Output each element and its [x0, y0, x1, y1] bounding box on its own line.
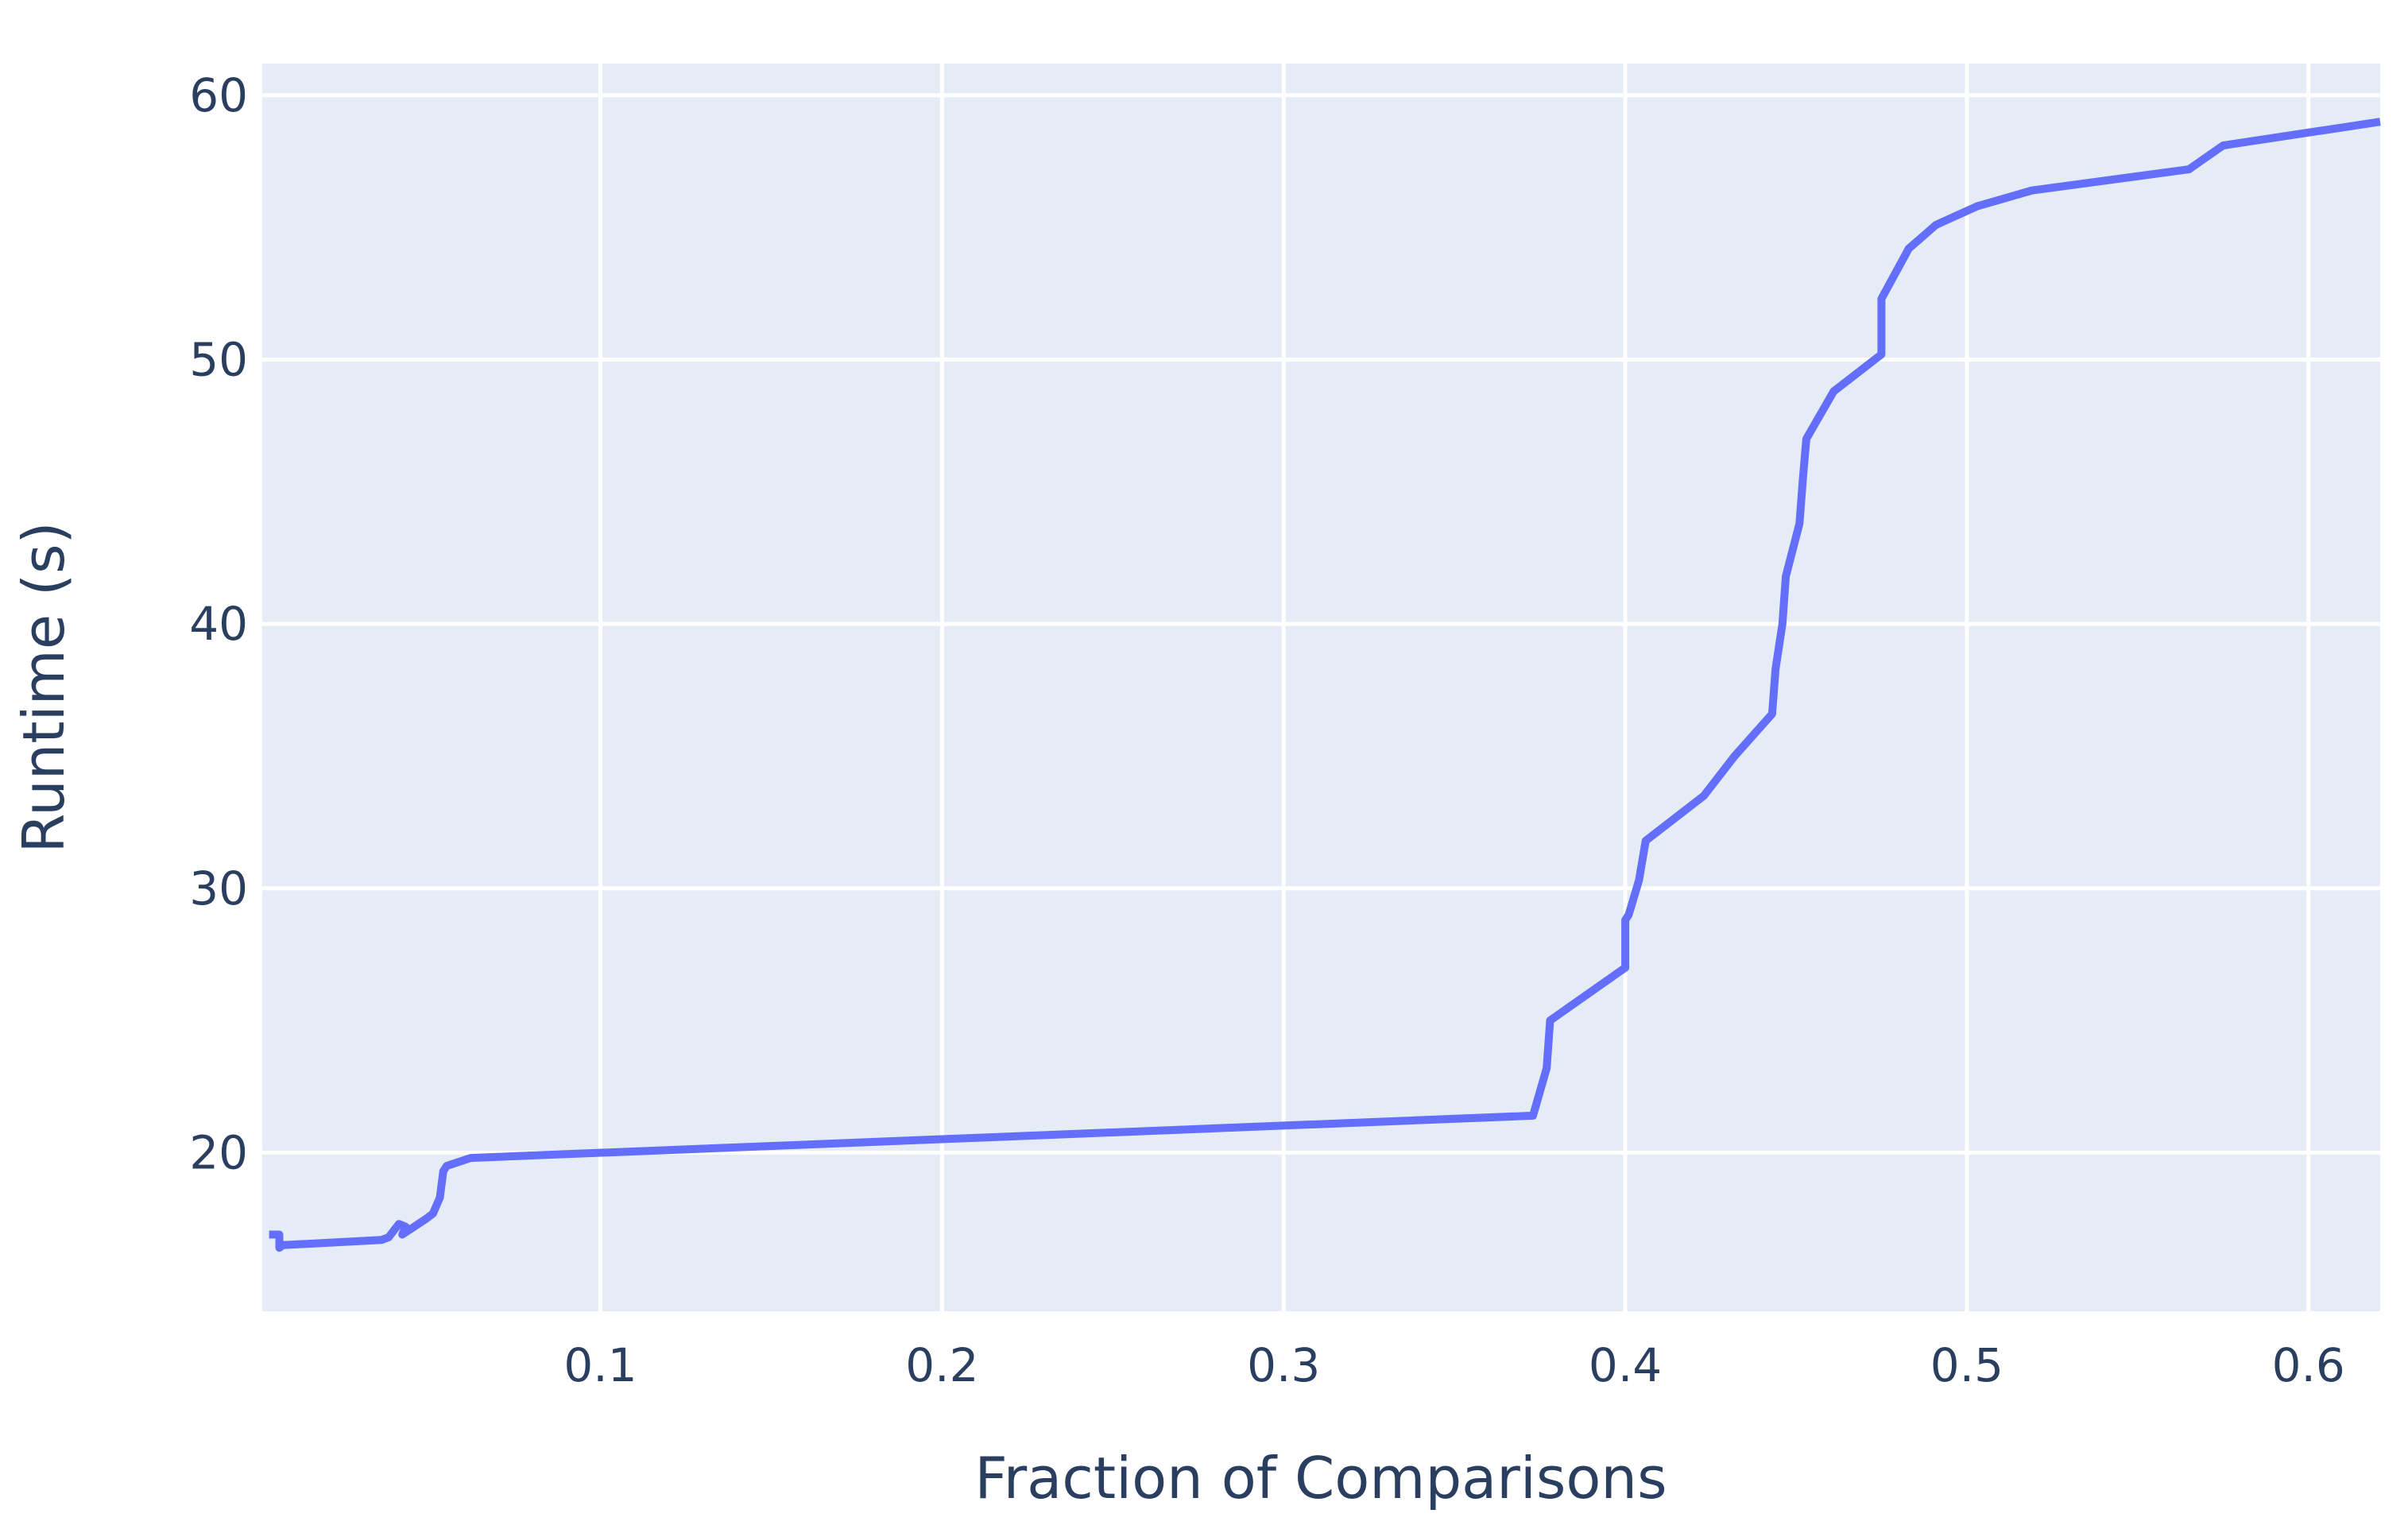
x-tick-label: 0.6: [2272, 1338, 2345, 1392]
y-tick-label: 20: [189, 1125, 248, 1179]
y-tick-label: 40: [189, 597, 248, 651]
gridlines: [262, 64, 2380, 1311]
x-tick-label: 0.2: [905, 1338, 978, 1392]
series-line: [269, 118, 2381, 1252]
y-tick-label: 30: [189, 861, 248, 915]
x-axis-ticks: 0.1 0.2 0.3 0.4 0.5 0.6: [563, 1338, 2344, 1392]
y-tick-label: 60: [189, 68, 248, 122]
x-tick-label: 0.3: [1247, 1338, 1320, 1392]
x-tick-label: 0.1: [563, 1338, 637, 1392]
y-tick-label: 50: [189, 333, 248, 387]
x-axis-title: Fraction of Comparisons: [974, 1445, 1667, 1512]
series-layer: [269, 118, 2381, 1252]
plot-background: [262, 64, 2380, 1311]
y-axis-ticks: 20 30 40 50 60: [189, 68, 248, 1180]
y-axis-title: Runtime (s): [10, 521, 77, 853]
x-tick-label: 0.4: [1589, 1338, 1662, 1392]
x-tick-label: 0.5: [1930, 1338, 2003, 1392]
